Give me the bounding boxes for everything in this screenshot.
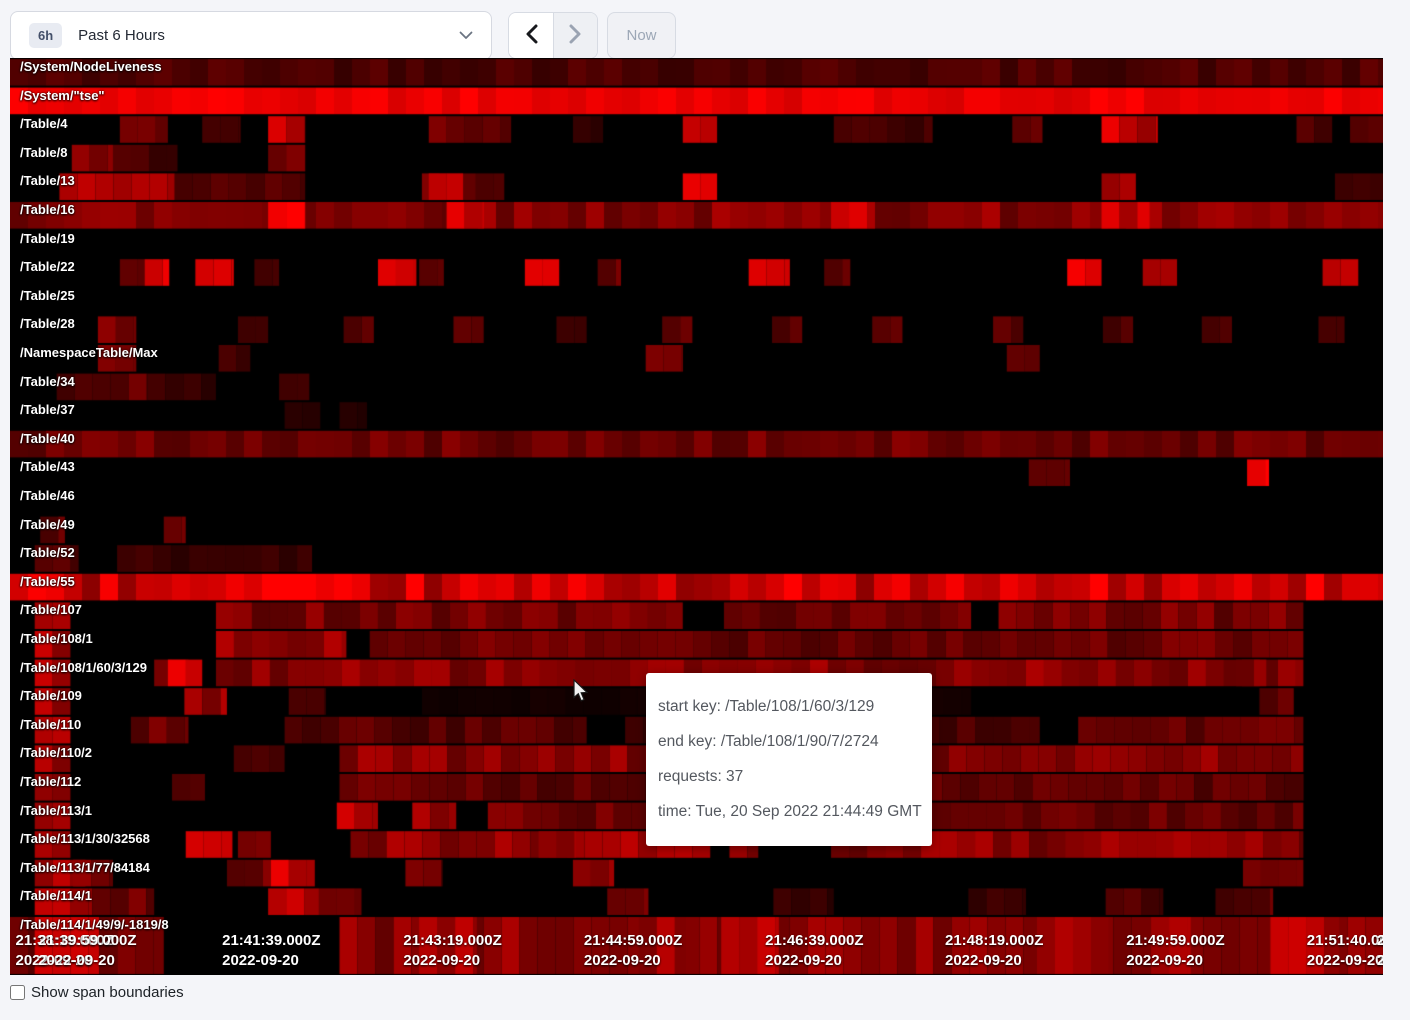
show-span-boundaries-control[interactable]: Show span boundaries <box>10 984 184 1001</box>
tooltip-line: end key: /Table/108/1/90/7/2724 <box>658 733 879 750</box>
key-visualizer-heatmap[interactable]: /System/NodeLiveness/System/"tse"/Table/… <box>10 58 1383 975</box>
prev-time-button[interactable] <box>509 13 553 58</box>
chevron-right-icon <box>569 24 582 47</box>
time-range-label: Past 6 Hours <box>78 27 165 44</box>
show-span-boundaries-checkbox[interactable] <box>10 985 25 1000</box>
tooltip-line: start key: /Table/108/1/60/3/129 <box>658 698 875 715</box>
chevron-left-icon <box>525 24 538 47</box>
time-nav-group <box>508 12 598 59</box>
chevron-down-icon <box>459 31 473 40</box>
time-range-select[interactable]: 6h Past 6 Hours <box>10 11 492 60</box>
show-span-boundaries-label: Show span boundaries <box>31 984 184 1001</box>
now-button[interactable]: Now <box>607 12 676 59</box>
tooltip-line: time: Tue, 20 Sep 2022 21:44:49 GMT <box>658 803 922 820</box>
cell-tooltip: start key: /Table/108/1/60/3/129 end key:… <box>646 673 932 846</box>
tooltip-line: requests: 37 <box>658 768 744 785</box>
time-range-badge: 6h <box>29 23 63 48</box>
next-time-button[interactable] <box>553 13 597 58</box>
